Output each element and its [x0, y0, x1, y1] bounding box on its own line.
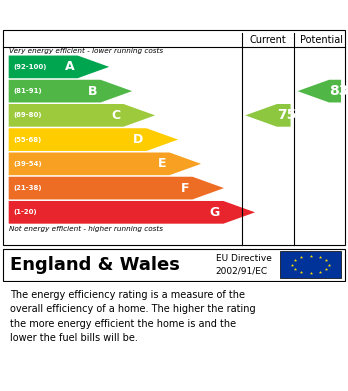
Polygon shape: [9, 177, 224, 199]
Polygon shape: [298, 80, 341, 102]
Text: EU Directive
2002/91/EC: EU Directive 2002/91/EC: [216, 254, 272, 275]
Polygon shape: [9, 128, 178, 151]
Text: (92-100): (92-100): [13, 64, 46, 70]
Text: F: F: [181, 181, 189, 195]
Text: The energy efficiency rating is a measure of the
overall efficiency of a home. T: The energy efficiency rating is a measur…: [10, 290, 256, 343]
Text: D: D: [133, 133, 143, 146]
Text: Energy Efficiency Rating: Energy Efficiency Rating: [10, 7, 220, 22]
Text: Very energy efficient - lower running costs: Very energy efficient - lower running co…: [9, 48, 163, 54]
Text: (81-91): (81-91): [13, 88, 41, 94]
Text: (69-80): (69-80): [13, 112, 41, 118]
Polygon shape: [9, 80, 132, 102]
Text: Current: Current: [250, 35, 286, 45]
Text: England & Wales: England & Wales: [10, 256, 180, 274]
Text: (1-20): (1-20): [13, 209, 37, 215]
Polygon shape: [9, 104, 155, 127]
Text: (21-38): (21-38): [13, 185, 41, 191]
Text: Potential: Potential: [300, 35, 342, 45]
Text: A: A: [64, 60, 74, 74]
Text: E: E: [158, 157, 166, 170]
Text: Not energy efficient - higher running costs: Not energy efficient - higher running co…: [9, 226, 163, 232]
Text: B: B: [88, 84, 97, 98]
Polygon shape: [9, 152, 201, 175]
Text: C: C: [111, 109, 120, 122]
Polygon shape: [9, 201, 255, 224]
Polygon shape: [245, 104, 291, 127]
Polygon shape: [9, 56, 109, 78]
Bar: [280, 251, 341, 278]
Text: 75: 75: [277, 108, 297, 122]
Text: (55-68): (55-68): [13, 136, 41, 143]
Text: 83: 83: [329, 84, 348, 98]
Text: G: G: [210, 206, 220, 219]
Text: (39-54): (39-54): [13, 161, 41, 167]
